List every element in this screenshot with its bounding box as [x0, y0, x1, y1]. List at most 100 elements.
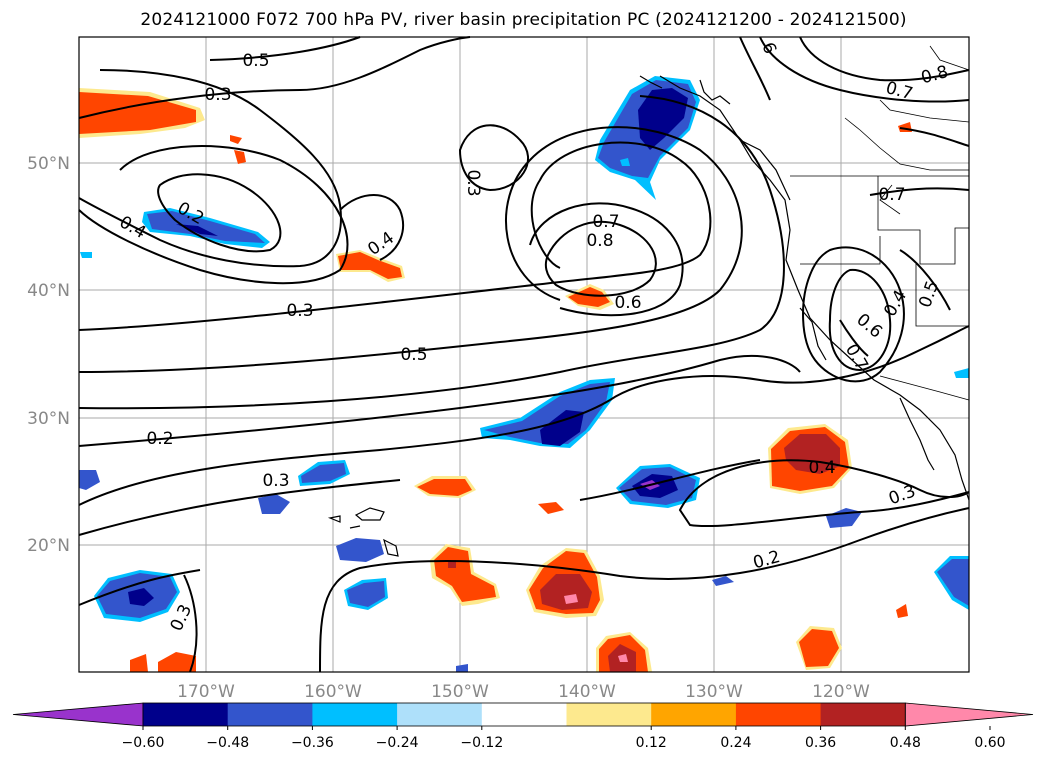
- precip-positive-area: [538, 502, 564, 514]
- lat-tick-label: 30°N: [27, 409, 70, 429]
- precip-positive-area: [540, 574, 592, 610]
- pv-contour: [78, 479, 401, 536]
- contour-label: 0.3: [204, 85, 231, 105]
- pv-contour: [78, 69, 342, 268]
- pv-contour: [458, 124, 530, 192]
- precip-negative-area: [336, 538, 384, 562]
- contour-label: 0.3: [286, 301, 313, 321]
- pv-contour: [678, 459, 970, 528]
- colorbar-tick-label: −0.12: [460, 735, 503, 751]
- pv-contour: [78, 399, 611, 506]
- precip-positive-area: [79, 92, 196, 134]
- pv-contour: [609, 325, 970, 401]
- colorbar-ticks: −0.60 −0.48 −0.36 −0.24 −0.12 0.12 0.24 0.36 0.4…: [122, 726, 1006, 751]
- precip-positive-area: [618, 654, 628, 662]
- precip-positive-area: [896, 604, 908, 618]
- lat-tick-label: 20°N: [27, 536, 70, 556]
- pv-contour: [802, 246, 905, 383]
- precip-negative-area: [301, 463, 346, 483]
- lon-tick-label: 150°W: [431, 682, 489, 702]
- pv-contour: [799, 36, 970, 82]
- pv-contour: [839, 319, 869, 357]
- precip-negative-area: [80, 252, 92, 258]
- pv-contour: [579, 459, 761, 501]
- precip-negative-area: [147, 211, 265, 243]
- colorbar-segment: [312, 703, 398, 726]
- colorbar-extend-max: [904, 702, 1034, 727]
- contour-label: 0.7: [878, 185, 905, 205]
- colorbar-segment: [820, 703, 906, 726]
- precip-positive-area: [234, 150, 246, 164]
- colorbar-segment: [735, 703, 822, 726]
- precip-positive-area: [564, 594, 578, 604]
- pv-contour: [869, 187, 970, 196]
- contour-label: 0.3: [262, 471, 289, 491]
- borders: [790, 45, 970, 401]
- lat-tick-label: 40°N: [27, 281, 70, 301]
- colorbar-segment: [397, 703, 483, 726]
- precip-negative-area: [712, 576, 734, 586]
- precip-positive-area: [130, 654, 148, 672]
- colorbar-tick-label: −0.36: [291, 735, 334, 751]
- map-plot-area: 0.5 0.3 0.4 0.2 0.3 0.4 0.3 0.7 0.8 0.6 …: [78, 36, 970, 673]
- pv-contour: [157, 173, 282, 253]
- precip-positive-area: [784, 434, 840, 474]
- precip-negative-area: [954, 368, 969, 378]
- colorbar-segment: [143, 703, 229, 726]
- colorbar-tick-label: 0.48: [890, 735, 921, 751]
- contour-label: 0.5: [400, 345, 427, 365]
- colorbar-tick-label: −0.60: [122, 735, 165, 751]
- colorbar-segment: [481, 703, 567, 726]
- precip-negative-area: [176, 224, 218, 236]
- colorbar-segment: [566, 703, 652, 726]
- pv-contour: [78, 569, 201, 606]
- precip-positive-area: [338, 252, 402, 279]
- pv-contour: [78, 145, 349, 285]
- precip-negative-area: [456, 664, 468, 672]
- precip-negative-area: [128, 588, 154, 606]
- pv-contour: [183, 574, 198, 673]
- colorbar-tick-label: 0.36: [805, 735, 836, 751]
- precip-negative-area: [79, 470, 100, 490]
- colorbar-segments: [12, 702, 1034, 727]
- precip-negative-area: [347, 581, 385, 607]
- lon-tick-label: 160°W: [304, 682, 362, 702]
- contour-label: 0.6: [614, 293, 641, 313]
- colorbar-tick-label: −0.48: [206, 735, 249, 751]
- precip-positive-area: [230, 135, 242, 144]
- contour-label: 0.7: [592, 212, 619, 232]
- pv-contours: [78, 36, 970, 673]
- precip-negative-area: [258, 494, 290, 514]
- pv-contour: [319, 507, 970, 673]
- contour-label: 0.5: [242, 51, 269, 71]
- colorbar: −0.60 −0.48 −0.36 −0.24 −0.12 0.12 0.24 0.36 0.4…: [12, 702, 1034, 751]
- pv-contour: [544, 220, 657, 297]
- lon-axis-labels: 170°W 160°W 150°W 140°W 130°W 120°W: [177, 682, 870, 702]
- lon-tick-label: 120°W: [812, 682, 870, 702]
- pv-contour: [339, 194, 405, 261]
- colorbar-segment: [227, 703, 313, 726]
- lat-axis-labels: 50°N 40°N 30°N 20°N: [27, 154, 70, 556]
- coastlines: [327, 75, 970, 557]
- precip-negative-area: [540, 410, 584, 446]
- lat-tick-label: 50°N: [27, 154, 70, 174]
- pv-contour: [78, 141, 712, 331]
- colorbar-tick-label: 0.24: [720, 735, 751, 751]
- pv-contour: [209, 36, 361, 61]
- precip-negative-area: [937, 559, 969, 606]
- lon-tick-label: 140°W: [558, 682, 616, 702]
- colorbar-tick-label: 0.60: [974, 735, 1005, 751]
- contour-label: 0.3: [463, 169, 483, 196]
- colorbar-tick-label: −0.24: [376, 735, 419, 751]
- pv-contour: [78, 354, 801, 447]
- pv-contour: [828, 268, 892, 372]
- precip-positive-area: [417, 479, 472, 496]
- colorbar-outline: [142, 702, 906, 727]
- colorbar-tick-label: 0.12: [636, 735, 667, 751]
- colorbar-extend-min: [12, 702, 144, 727]
- precip-negative-area: [620, 158, 630, 166]
- pv-contour: [78, 36, 471, 119]
- precip-positive-area: [158, 652, 196, 672]
- contour-label: 0.8: [586, 231, 613, 251]
